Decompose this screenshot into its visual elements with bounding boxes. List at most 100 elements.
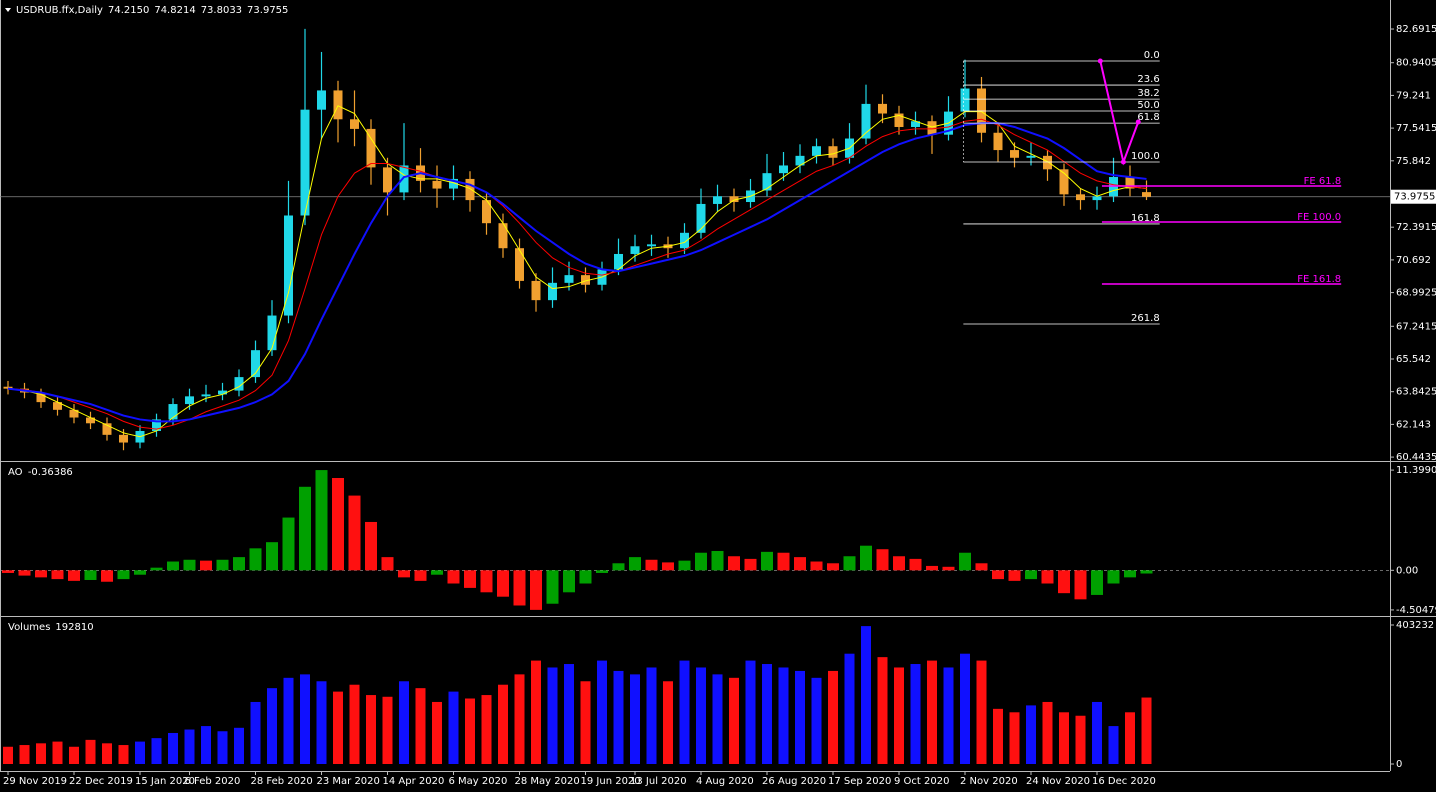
ao-bar [480, 570, 493, 593]
candle-body [581, 275, 590, 285]
ao-bar [1091, 570, 1103, 595]
y-tick-label: 77.5415 [1396, 123, 1436, 134]
candle-body [300, 109, 310, 216]
ao-bar [629, 557, 641, 571]
candle-body [1043, 155, 1052, 170]
menu-arrow[interactable] [5, 8, 11, 12]
candle-body [383, 167, 392, 193]
volume-bar [102, 743, 112, 765]
candle-body [53, 402, 62, 410]
ao-bar [1058, 570, 1070, 594]
candle-body [713, 196, 722, 204]
volume-bar [844, 653, 855, 765]
volume-bar [910, 664, 921, 765]
ao-bar [827, 563, 839, 571]
x-tick-label: 19 Jun 2020 [581, 776, 641, 787]
y-tick-label: 67.2415 [1396, 321, 1436, 332]
volume-bar [481, 695, 492, 765]
header-value: 192810 [55, 622, 93, 633]
expansion-point [1120, 159, 1126, 165]
x-tick-label: 26 Aug 2020 [762, 776, 826, 787]
candle-body [86, 417, 95, 424]
candle-body [333, 90, 343, 120]
ao-bar [860, 545, 872, 571]
candle-body [1092, 196, 1102, 201]
ao-bar [68, 570, 80, 581]
volume-bar [3, 746, 13, 765]
candle-body [927, 121, 937, 135]
volume-bar [531, 660, 541, 765]
ao-bar [843, 556, 856, 571]
candle-body [1125, 177, 1135, 189]
panel-title: USDRUB.ffx,Daily [16, 5, 103, 16]
ao-bar [893, 556, 905, 571]
volume-bar [1026, 705, 1036, 765]
ao-bar [975, 563, 988, 571]
header-value: 73.9755 [247, 5, 288, 16]
volume-bar [498, 684, 508, 765]
x-tick-label: 6 May 2020 [449, 776, 508, 787]
ao-bar [282, 517, 295, 571]
ao-bar [810, 561, 823, 571]
ao-bar [1140, 570, 1153, 574]
ao-bar [695, 552, 707, 571]
volume-bar [448, 691, 459, 765]
volume-bar [894, 667, 904, 765]
ao-bar [332, 478, 344, 571]
expansion-label: FE 61.8 [1304, 176, 1342, 187]
candle-body [680, 232, 689, 249]
fibo-label: 61.8 [1137, 112, 1159, 123]
volume-bar [597, 660, 607, 765]
panel-header: AO -0.36386 [8, 467, 73, 478]
candle-body [993, 132, 1003, 151]
x-tick-label: 14 Apr 2020 [383, 776, 445, 787]
volume-bar [1075, 715, 1086, 765]
volume-bar [217, 731, 228, 765]
header-value: 73.8033 [201, 5, 242, 16]
x-tick-label: 4 Aug 2020 [696, 776, 754, 787]
volume-bar [547, 667, 558, 765]
x-tick-label: 6 Feb 2020 [185, 776, 241, 787]
fibo-label: 261.8 [1131, 313, 1160, 324]
volume-bar [184, 729, 195, 765]
panel-title: AO [8, 467, 23, 478]
candle-body [795, 155, 805, 166]
candle-body [878, 103, 887, 114]
candle-body [515, 248, 524, 281]
volume-bar [712, 674, 723, 765]
candle-body [1076, 194, 1085, 201]
y-tick-label: 82.6915 [1396, 24, 1436, 35]
ao-bar [794, 557, 806, 571]
candle-body [234, 377, 244, 391]
volume-bar [778, 667, 789, 765]
volume-bar [613, 670, 624, 765]
volume-bar [118, 745, 129, 765]
ao-bar [992, 570, 1004, 580]
ao-bar [464, 570, 476, 588]
volume-bar [960, 653, 970, 765]
candle-body [1059, 169, 1069, 195]
panel-header: USDRUB.ffx,Daily 74.2150 74.8214 73.8033 73.… [16, 5, 288, 16]
candle-body [267, 315, 277, 351]
fibo-label: 161.8 [1131, 213, 1160, 224]
panel-header: Volumes 192810 [8, 622, 94, 633]
ao-bar [167, 561, 179, 571]
ao-bar [414, 570, 427, 581]
ao-bar [1025, 570, 1037, 580]
volume-bar [811, 677, 822, 765]
volume-bar [19, 745, 30, 765]
candle-body [3, 386, 13, 389]
moving-average [7, 122, 1147, 423]
candle-body [762, 173, 772, 191]
fibo-label: 50.0 [1137, 100, 1159, 111]
volume-bar [415, 688, 426, 765]
candle-body [894, 113, 904, 127]
volume-bar [1042, 701, 1053, 765]
x-tick-label: 22 Dec 2019 [69, 776, 133, 787]
candle-body [630, 246, 640, 254]
header-value: 74.8214 [154, 5, 195, 16]
volume-bar [36, 743, 46, 765]
y-tick-label: 403232 [1396, 620, 1434, 631]
volume-bar [432, 701, 442, 765]
